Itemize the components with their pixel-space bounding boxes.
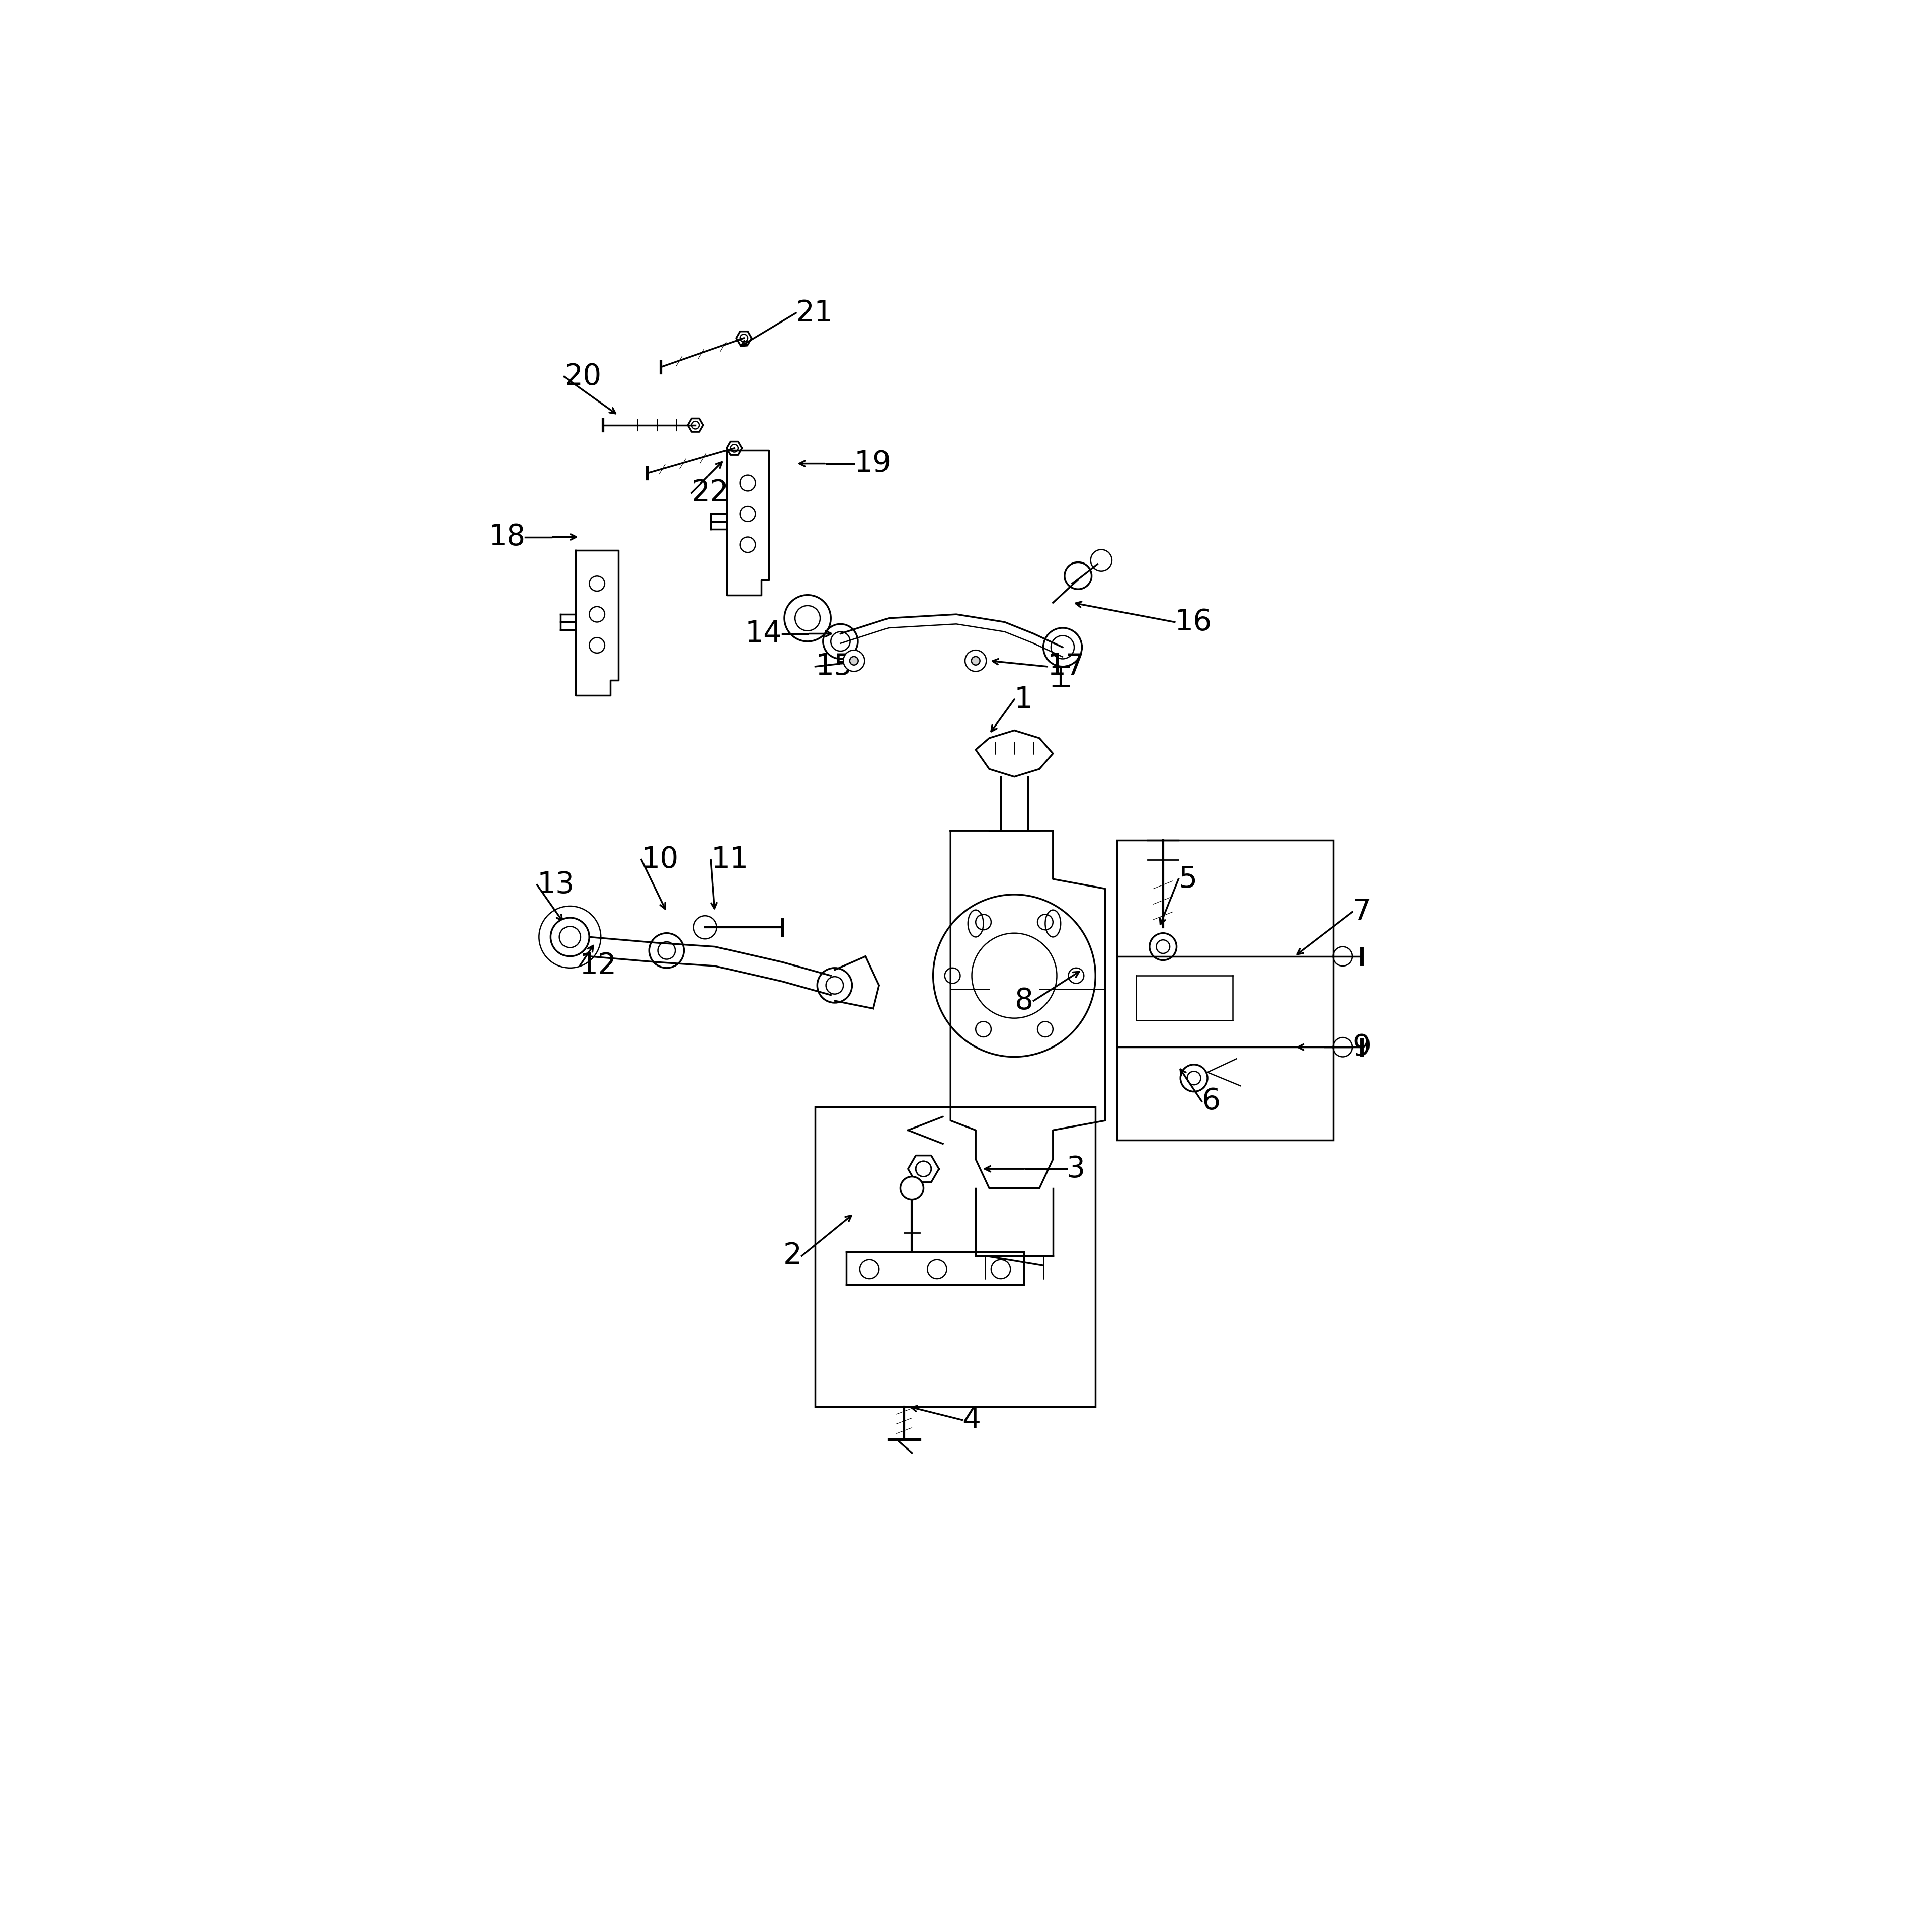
Text: 6: 6 [1202, 1088, 1221, 1115]
Circle shape [972, 657, 980, 665]
Circle shape [966, 649, 985, 670]
Bar [815, 1107, 1095, 1406]
Text: 14: 14 [746, 620, 782, 647]
Text: 18: 18 [489, 524, 526, 551]
Text: 3: 3 [1066, 1155, 1086, 1182]
Circle shape [900, 1177, 923, 1200]
Text: 20: 20 [564, 363, 601, 390]
Text: 21: 21 [796, 299, 833, 327]
Text: 9: 9 [1352, 1034, 1372, 1061]
Circle shape [842, 649, 864, 670]
Text: 11: 11 [711, 846, 748, 873]
Circle shape [551, 918, 589, 956]
Circle shape [850, 657, 858, 665]
Text: 2: 2 [782, 1242, 802, 1269]
Text: 10: 10 [641, 846, 678, 873]
Text: 12: 12 [580, 952, 616, 980]
Text: 22: 22 [692, 479, 728, 506]
Text: 15: 15 [815, 653, 852, 680]
Text: 13: 13 [537, 871, 574, 898]
Text: 4: 4 [962, 1406, 981, 1434]
Bar [1117, 840, 1333, 1140]
Polygon shape [976, 730, 1053, 777]
Text: 16: 16 [1175, 609, 1211, 636]
Text: 1: 1 [1014, 686, 1034, 713]
Text: 17: 17 [1047, 653, 1084, 680]
Text: 8: 8 [1014, 987, 1034, 1014]
Text: 19: 19 [854, 450, 891, 477]
Text: 5: 5 [1179, 866, 1198, 893]
Text: 7: 7 [1352, 898, 1372, 925]
